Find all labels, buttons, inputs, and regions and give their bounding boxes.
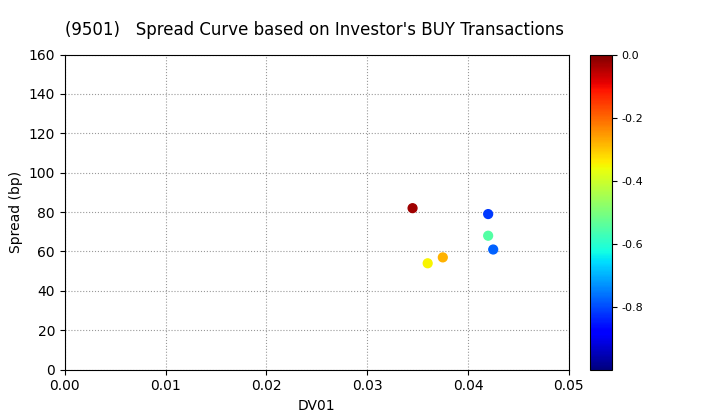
- Point: [482, 211, 494, 218]
- X-axis label: DV01: DV01: [298, 399, 336, 413]
- Text: (9501)   Spread Curve based on Investor's BUY Transactions: (9501) Spread Curve based on Investor's …: [65, 21, 564, 39]
- Point: [422, 260, 433, 267]
- Point: [437, 254, 449, 261]
- Y-axis label: Spread (bp): Spread (bp): [9, 171, 23, 253]
- Point: [487, 246, 499, 253]
- Point: [482, 232, 494, 239]
- Point: [407, 205, 418, 212]
